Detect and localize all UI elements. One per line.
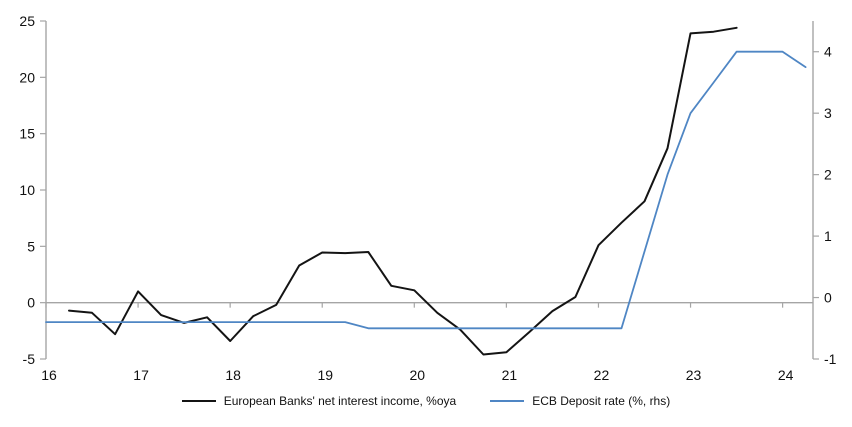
legend-item-deposit-rate: ECB Deposit rate (%, rhs)	[490, 394, 670, 408]
svg-text:0: 0	[824, 290, 832, 306]
svg-text:24: 24	[778, 367, 794, 383]
svg-text:18: 18	[225, 367, 241, 383]
legend-deposit-rate-line-sample	[490, 400, 525, 402]
svg-text:21: 21	[502, 367, 518, 383]
chart-legend: European Banks' net interest income, %oy…	[0, 394, 852, 408]
svg-text:16: 16	[41, 367, 57, 383]
svg-text:3: 3	[824, 105, 832, 121]
net-interest-income-line	[68, 26, 738, 356]
right-axis: -1 0 1 2 3 4	[812, 21, 837, 367]
x-axis-labels: 16 17 18 19 20 21 22 23 24	[41, 367, 793, 383]
svg-text:17: 17	[133, 367, 149, 383]
svg-text:23: 23	[686, 367, 702, 383]
deposit-rate-line	[45, 50, 807, 330]
legend-nii-line-sample	[181, 400, 216, 402]
legend-nii-label: European Banks' net interest income, %oy…	[223, 394, 457, 408]
series-lines	[45, 26, 807, 356]
svg-text:20: 20	[410, 367, 426, 383]
legend-item-nii: European Banks' net interest income, %oy…	[181, 394, 457, 408]
category-axis	[45, 301, 813, 308]
svg-text:1: 1	[824, 228, 832, 244]
svg-text:4: 4	[824, 44, 832, 60]
svg-text:25: 25	[19, 13, 35, 29]
svg-text:0: 0	[27, 295, 35, 311]
svg-text:15: 15	[19, 126, 35, 142]
svg-text:20: 20	[19, 69, 35, 85]
svg-text:-1: -1	[824, 351, 837, 367]
svg-text:2: 2	[824, 167, 832, 183]
svg-text:10: 10	[19, 182, 35, 198]
legend-deposit-rate-label: ECB Deposit rate (%, rhs)	[532, 394, 671, 408]
svg-text:5: 5	[27, 238, 35, 254]
svg-text:22: 22	[594, 367, 610, 383]
svg-text:-5: -5	[23, 351, 36, 367]
left-axis: -5 0 5 10 15 20 25	[19, 13, 47, 367]
svg-text:19: 19	[317, 367, 333, 383]
